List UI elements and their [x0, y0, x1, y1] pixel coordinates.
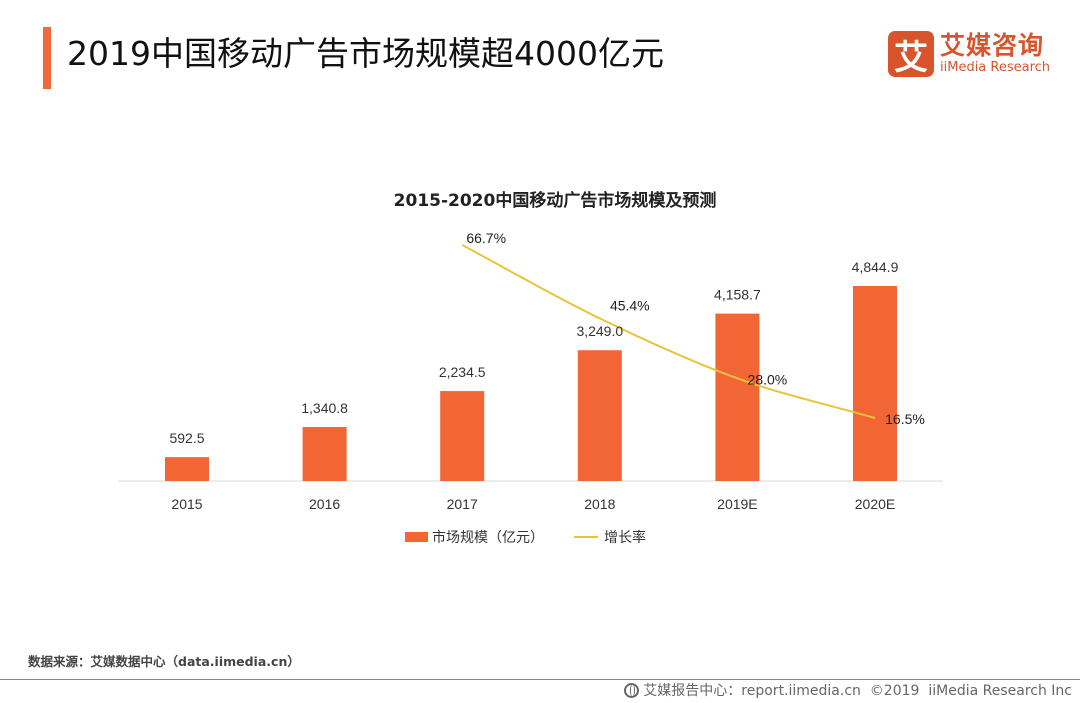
logo-mark-icon: 艾 [888, 31, 934, 78]
x-tick-labels: 2015 2016 2017 2018 2019E 2020E [171, 496, 895, 512]
bar-value-label: 2,234.5 [439, 364, 486, 380]
x-tick-label: 2016 [309, 496, 340, 512]
x-tick-label: 2020E [855, 496, 895, 512]
chart-title: 2015-2020中国移动广告市场规模及预测 [393, 191, 717, 211]
chart-legend: 市场规模（亿元） 增长率 [405, 527, 646, 547]
growth-value-label: 28.0% [748, 371, 788, 387]
x-tick-label: 2019E [717, 496, 757, 512]
data-source-note: 数据来源：艾媒数据中心（data.iimedia.cn） [28, 654, 300, 669]
logo-name-cn: 艾媒咨询 [940, 31, 1045, 60]
bar-value-label: 4,844.9 [852, 259, 899, 275]
footer-text: 艾媒报告中心：report.iimedia.cn ©2019 iiMedia R… [643, 683, 1072, 699]
bar-2018 [577, 350, 622, 481]
bar-2019E [715, 313, 760, 481]
page-title: 2019中国移动广告市场规模超4000亿元 [67, 34, 664, 73]
iimedia-logo: 艾 艾媒咨询 iiMedia Research [888, 31, 1050, 78]
growth-rate-line [461, 244, 876, 419]
legend-bar-label: 市场规模（亿元） [432, 530, 544, 546]
legend-bar-swatch [405, 532, 428, 542]
bar-value-label: 1,340.8 [301, 400, 348, 416]
legend-line-swatch [574, 536, 598, 538]
growth-value-label: 66.7% [466, 230, 506, 246]
data-labels: 592.5 1,340.8 2,234.5 3,249.0 4,158.7 4,844.9… [169, 230, 924, 446]
chart-title-wrap: 2015-2020中国移动广告市场规模及预测 [0, 186, 1080, 211]
title-accent-bar [43, 27, 51, 89]
logo-text: 艾媒咨询 iiMedia Research [940, 32, 1050, 76]
growth-value-label: 45.4% [610, 297, 650, 313]
bar-2016 [302, 427, 347, 481]
x-tick-label: 2018 [584, 496, 615, 512]
bar-value-label: 4,158.7 [714, 287, 761, 303]
growth-line-series [461, 244, 876, 419]
growth-value-label: 16.5% [885, 411, 925, 427]
bar-value-label: 3,249.0 [576, 323, 623, 339]
logo-name-en: iiMedia Research [940, 60, 1051, 75]
bar-series [165, 286, 897, 481]
bar-value-label: 592.5 [169, 430, 204, 446]
bar-2017 [440, 391, 485, 481]
globe-icon [624, 682, 640, 698]
x-tick-label: 2017 [447, 496, 478, 512]
legend-line-label: 增长率 [604, 530, 646, 546]
bar-2015 [165, 457, 209, 481]
bar-2020E [853, 286, 897, 481]
footer: 艾媒报告中心：report.iimedia.cn ©2019 iiMedia R… [624, 680, 1072, 700]
footer-divider [0, 679, 1080, 680]
x-tick-label: 2015 [171, 496, 202, 512]
